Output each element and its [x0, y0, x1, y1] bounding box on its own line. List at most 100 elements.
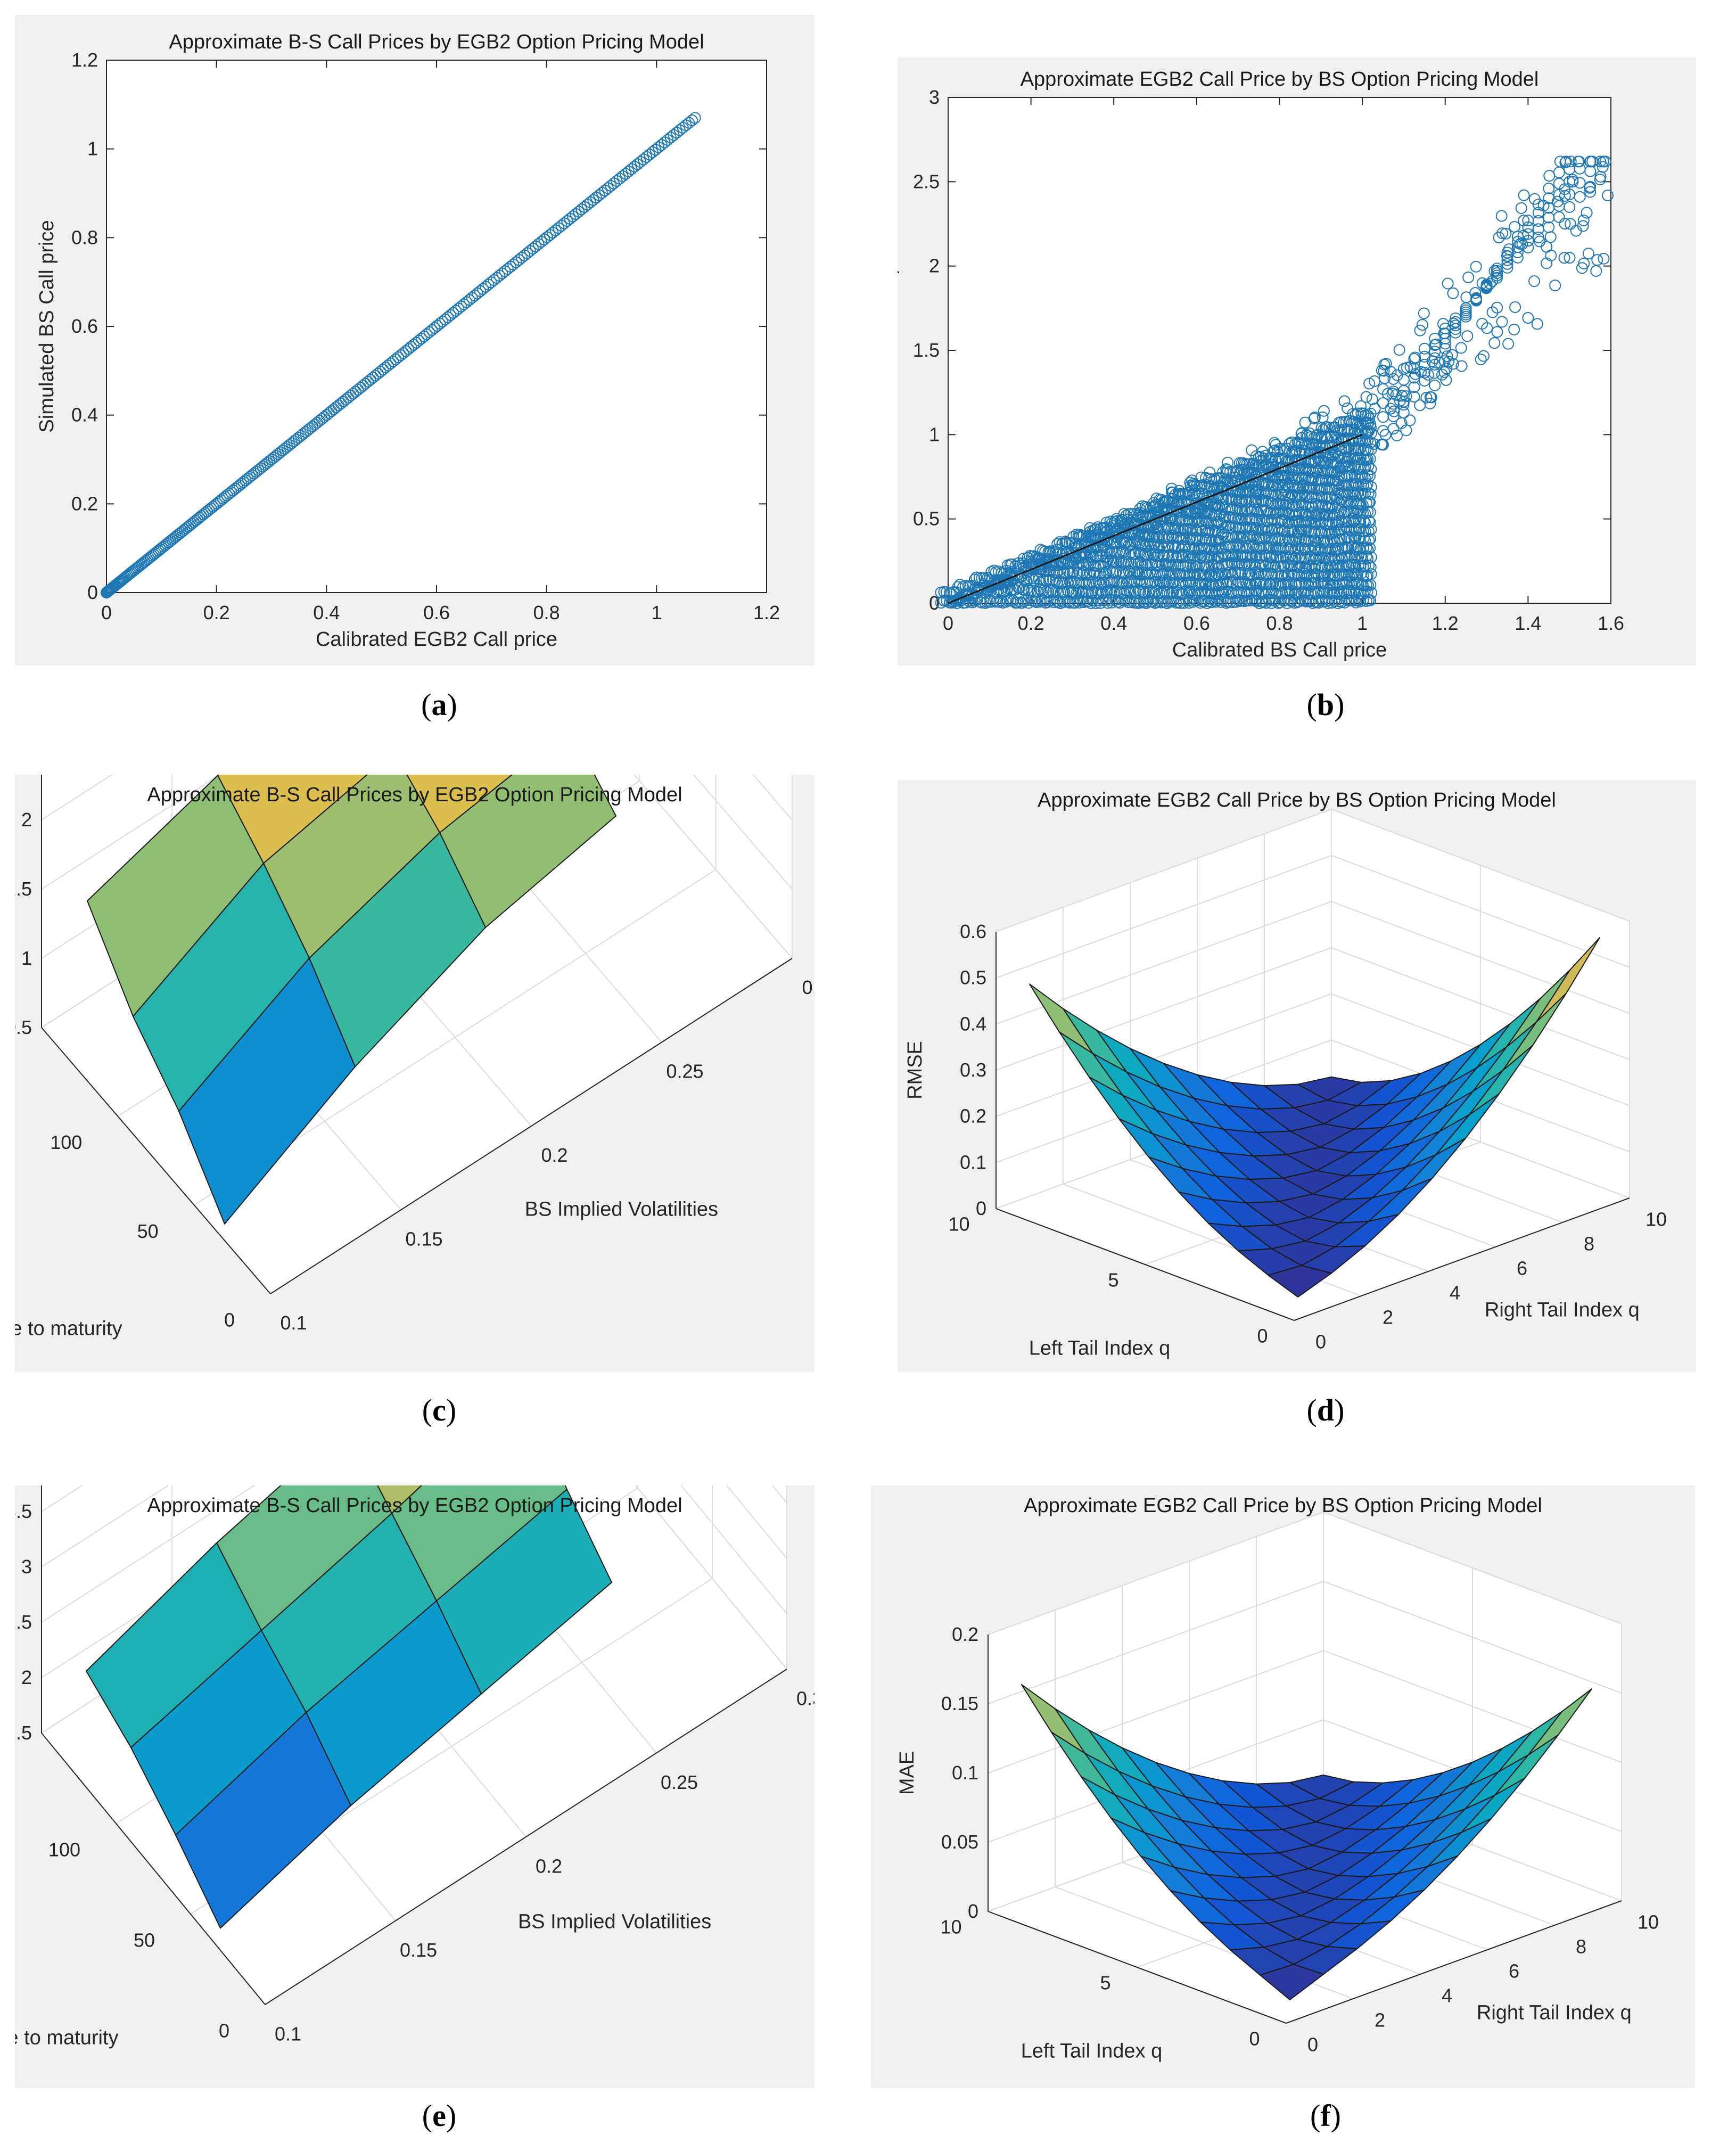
data-point	[1369, 403, 1381, 415]
data-point	[1042, 586, 1055, 598]
data-point	[1363, 515, 1375, 527]
data-point	[1296, 431, 1308, 444]
data-point	[1253, 485, 1265, 497]
data-point	[1488, 337, 1501, 349]
x-tick-label: 8	[1576, 1936, 1586, 1958]
data-point	[1387, 410, 1400, 422]
y-tick-label: 10	[940, 1916, 961, 1938]
chart-title: Approximate B-S Call Prices by EGB2 Opti…	[169, 31, 704, 53]
data-point	[1062, 585, 1074, 597]
data-point	[1501, 254, 1513, 266]
data-point	[1351, 442, 1363, 454]
data-point	[1584, 155, 1597, 168]
data-point	[1332, 542, 1345, 554]
y-axis-line	[41, 1027, 271, 1294]
z-tick-label: 2	[21, 809, 32, 831]
x-tick-label: 0	[1307, 2034, 1318, 2056]
data-point	[1064, 597, 1076, 609]
data-point	[1387, 423, 1400, 435]
data-point	[1196, 503, 1208, 515]
data-point	[1148, 497, 1160, 509]
data-point	[1028, 574, 1040, 586]
data-point	[1397, 407, 1410, 419]
x-axis-label: Right Tail Index q	[1485, 1299, 1640, 1321]
data-point	[1532, 199, 1544, 211]
y-axis-label: Left Tail Index q	[1021, 2040, 1162, 2063]
x-tick-label: 0.4	[313, 602, 340, 623]
y-tick-label: 2	[929, 255, 940, 277]
data-point	[1495, 210, 1508, 222]
data-point	[1174, 513, 1187, 525]
data-point	[1332, 478, 1345, 490]
chart-panel-a: Approximate B-S Call Prices by EGB2 Opti…	[15, 15, 814, 666]
x-tick-label: 1.2	[753, 602, 780, 623]
data-point	[1366, 393, 1378, 406]
data-point	[1224, 596, 1237, 608]
data-point	[1365, 523, 1377, 536]
y-tick-label: 3	[929, 86, 940, 108]
data-point	[1469, 287, 1482, 299]
scatter-chart-a: Approximate B-S Call Prices by EGB2 Opti…	[36, 31, 780, 651]
data-point	[1291, 550, 1303, 562]
x-axis-label: Calibrated EGB2 Call price	[316, 628, 557, 651]
x-tick-label: 1	[1357, 612, 1368, 634]
data-point	[1000, 596, 1012, 608]
chart-panel-f: 0 2 4 6 8 10 0 5 10 0 0.05 0.1 0.15 0.2 Right Tail Ind…	[871, 1485, 1695, 2088]
data-point	[1360, 391, 1372, 403]
x-tick-label: 0.15	[405, 1228, 442, 1250]
data-point	[1310, 498, 1322, 510]
y-tick-label: 5	[1100, 1972, 1110, 1994]
y-tick-label: 0.5	[913, 508, 940, 530]
data-point	[1270, 551, 1282, 563]
caption-e: (e)	[422, 2098, 457, 2133]
data-point	[1462, 272, 1475, 284]
y-tick-label: 0	[1257, 1325, 1268, 1347]
data-point	[1522, 215, 1534, 227]
data-point	[1312, 553, 1324, 565]
data-point	[1491, 301, 1503, 314]
data-point	[1303, 427, 1315, 439]
data-point	[1123, 548, 1136, 560]
data-point	[1584, 186, 1597, 198]
data-point	[1362, 544, 1374, 556]
data-point	[1318, 405, 1330, 417]
data-point	[1315, 431, 1328, 444]
chart-title: Approximate EGB2 Call Price by BS Option…	[1021, 68, 1539, 91]
reference-line-y-equals-x	[948, 433, 1363, 604]
data-point	[1208, 485, 1221, 497]
data-point	[133, 561, 145, 573]
data-point	[689, 112, 701, 124]
data-point	[1491, 326, 1503, 338]
data-point	[1559, 190, 1571, 202]
data-point	[1295, 428, 1307, 440]
data-point	[1112, 531, 1124, 544]
data-point	[1215, 568, 1228, 580]
data-point	[1429, 379, 1441, 391]
data-point	[1171, 496, 1183, 508]
data-point	[1378, 358, 1391, 371]
data-point	[1364, 561, 1377, 573]
data-point	[1450, 319, 1462, 332]
data-point	[1216, 481, 1229, 494]
data-point	[1310, 455, 1322, 467]
data-point	[1559, 157, 1572, 169]
data-point	[1328, 467, 1340, 479]
data-point	[979, 597, 991, 609]
data-point	[1170, 551, 1182, 563]
data-point	[1104, 515, 1116, 528]
x-axis-line	[1286, 1900, 1622, 2024]
data-point	[1102, 597, 1114, 609]
z-grid-line	[988, 1511, 1622, 1635]
data-point	[1393, 344, 1405, 356]
data-point	[1222, 456, 1234, 469]
y-tick-label: 1.2	[71, 49, 98, 71]
data-point	[1217, 482, 1229, 494]
data-point	[1069, 597, 1081, 609]
data-point	[1194, 523, 1206, 535]
data-point	[1255, 459, 1268, 471]
data-point	[1307, 441, 1319, 454]
data-point	[1365, 481, 1377, 493]
data-point	[1301, 491, 1313, 504]
data-point	[1477, 350, 1490, 362]
data-point	[1378, 365, 1390, 377]
